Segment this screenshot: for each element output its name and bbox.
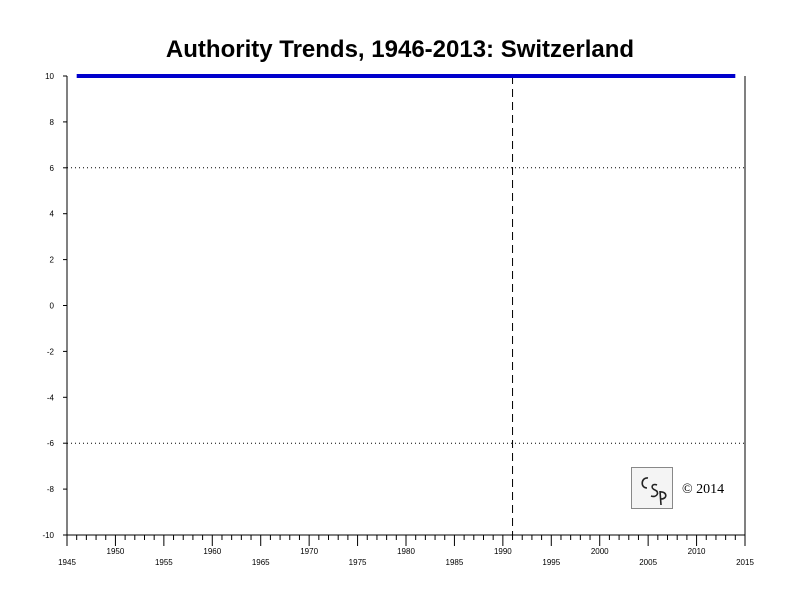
y-tick-label: 2: [50, 256, 55, 265]
x-tick-label: 2000: [591, 547, 609, 556]
x-tick-label: 1985: [446, 558, 464, 567]
y-tick-label: -8: [47, 485, 55, 494]
y-tick-label: -10: [42, 531, 54, 540]
copyright-text: © 2014: [682, 482, 725, 497]
x-tick-label: 1955: [155, 558, 173, 567]
x-tick-label: 1975: [349, 558, 367, 567]
y-tick-label: -4: [47, 393, 55, 402]
x-tick-label: 2010: [688, 547, 706, 556]
x-tick-label: 1950: [107, 547, 125, 556]
x-tick-label: 1980: [397, 547, 415, 556]
y-tick-label: 6: [50, 164, 55, 173]
x-tick-label: 1970: [300, 547, 318, 556]
x-tick-label: 2015: [736, 558, 754, 567]
x-tick-label: 2005: [639, 558, 657, 567]
x-tick-label: 1990: [494, 547, 512, 556]
y-tick-label: -6: [47, 439, 55, 448]
reference-lines-layer: [67, 76, 745, 535]
y-tick-label: 4: [50, 210, 55, 219]
x-tick-label: 1945: [58, 558, 76, 567]
tick-layer: 10 8 6 4 2 0 -2 -4 -6 -8 -10 1945 1950 1955 1960 1965 19…: [42, 72, 754, 567]
x-tick-label: 1995: [542, 558, 560, 567]
csp-logo: [631, 467, 673, 509]
x-tick-label: 1960: [203, 547, 221, 556]
y-tick-label: 0: [50, 302, 55, 311]
y-tick-label: -2: [47, 347, 55, 356]
y-tick-label: 10: [45, 72, 54, 81]
x-tick-label: 1965: [252, 558, 270, 567]
y-tick-label: 8: [50, 118, 55, 127]
chart-title: Authority Trends, 1946-2013: Switzerland: [165, 36, 635, 63]
